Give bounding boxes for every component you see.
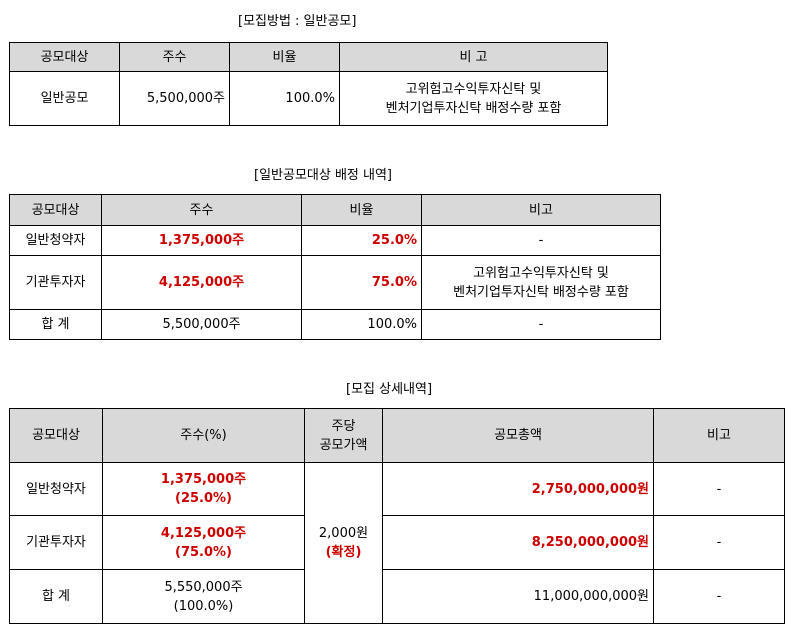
note-line: 벤처기업투자신탁 배정수량 포함 <box>385 100 562 116</box>
shares-value: 1,375,000주 <box>160 472 247 487</box>
shares-value: 4,125,000주 <box>160 525 247 541</box>
header-note: 비 고 <box>339 42 608 72</box>
note-line: 벤처기업투자신탁 배정수량 포함 <box>453 284 629 300</box>
cell-target: 기관투자자 <box>9 515 103 570</box>
cell-target: 일반청약자 <box>9 462 103 516</box>
table2-caption: [일반공모대상 배정 내역] <box>254 168 393 183</box>
cell-note: - <box>421 225 661 256</box>
cell-note: 고위험고수익투자신탁 및 벤처기업투자신탁 배정수량 포함 <box>339 71 608 126</box>
table-row: 일반청약자 1,375,000주 (25.0%) 2,000원 (확정) 2,7… <box>9 462 785 624</box>
cell-note: 고위험고수익투자신탁 및 벤처기업투자신탁 배정수량 포함 <box>421 255 661 310</box>
header-target: 공모대상 <box>9 42 120 72</box>
table-row-total: 합 계 5,550,000주 (100.0%) 11,000,000,000원 … <box>9 569 785 624</box>
table-row-total: 합 계 5,500,000주 100.0% - <box>9 309 661 340</box>
shares-pct: (100.0%) <box>173 598 234 614</box>
table1-caption: [모집방법 : 일반공모] <box>238 14 357 29</box>
cell-price: 2,000원 (확정) <box>304 462 383 624</box>
table-row: 일반청약자 1,375,000주 25.0% - <box>9 225 661 256</box>
cell-note: - <box>653 569 785 624</box>
header-shares: 주수 <box>119 42 230 72</box>
cell-shares: 4,125,000주 (75.0%) <box>102 515 305 570</box>
note-line: 고위험고수익투자신탁 및 <box>473 265 609 281</box>
cell-shares: 1,375,000주 (25.0%) <box>102 462 305 516</box>
header-shares: 주수 <box>101 194 302 226</box>
cell-target: 일반청약자 <box>9 225 102 256</box>
note-line: 고위험고수익투자신탁 및 <box>405 81 542 97</box>
cell-ratio: 25.0% <box>301 225 422 256</box>
cell-ratio: 100.0% <box>229 71 340 126</box>
cell-target: 기관투자자 <box>9 255 102 310</box>
cell-shares: 4,125,000주 <box>101 255 302 310</box>
shares-pct: (25.0%) <box>175 491 232 506</box>
cell-total: 11,000,000,000원 <box>382 569 654 624</box>
cell-target: 합 계 <box>9 309 102 340</box>
cell-note: - <box>653 515 785 570</box>
offering-method-table: 공모대상 주수 비율 비 고 일반공모 5,500,000주 100.0% 고위… <box>9 42 608 126</box>
header-price-line: 주당 <box>331 418 356 434</box>
cell-shares: 5,500,000주 <box>101 309 302 340</box>
cell-ratio: 100.0% <box>301 309 422 340</box>
cell-target: 일반공모 <box>9 71 120 126</box>
cell-shares: 5,500,000주 <box>119 71 230 126</box>
header-target: 공모대상 <box>9 194 102 226</box>
cell-shares: 1,375,000주 <box>101 225 302 256</box>
header-total: 공모총액 <box>382 408 654 463</box>
table-row: 기관투자자 4,125,000주 (75.0%) 8,250,000,000원 … <box>9 515 785 570</box>
allocation-table: 공모대상 주수 비율 비고 일반청약자 1,375,000주 25.0% - 기… <box>9 194 661 340</box>
cell-note: - <box>421 309 661 340</box>
shares-pct: (75.0%) <box>175 544 232 560</box>
shares-value: 5,550,000주 <box>164 579 243 595</box>
cell-shares: 5,550,000주 (100.0%) <box>102 569 305 624</box>
header-target: 공모대상 <box>9 408 103 463</box>
header-ratio: 비율 <box>229 42 340 72</box>
cell-total: 2,750,000,000원 <box>382 462 654 516</box>
header-shares: 주수(%) <box>102 408 305 463</box>
table-row: 기관투자자 4,125,000주 75.0% 고위험고수익투자신탁 및 벤처기업… <box>9 255 661 310</box>
offering-detail-table: 공모대상 주수(%) 주당 공모가액 공모총액 비고 일반청약자 1,375,0… <box>9 408 785 624</box>
table3-caption: [모집 상세내역] <box>346 382 433 397</box>
price-status: (확정) <box>325 545 362 560</box>
cell-target: 합 계 <box>9 569 103 624</box>
header-price: 주당 공모가액 <box>304 408 383 463</box>
price-value: 2,000원 <box>318 526 369 541</box>
cell-ratio: 75.0% <box>301 255 422 310</box>
header-price-line: 공모가액 <box>319 437 368 453</box>
header-note: 비고 <box>421 194 661 226</box>
cell-total: 8,250,000,000원 <box>382 515 654 570</box>
header-note: 비고 <box>653 408 785 463</box>
header-ratio: 비율 <box>301 194 422 226</box>
cell-note: - <box>653 462 785 516</box>
